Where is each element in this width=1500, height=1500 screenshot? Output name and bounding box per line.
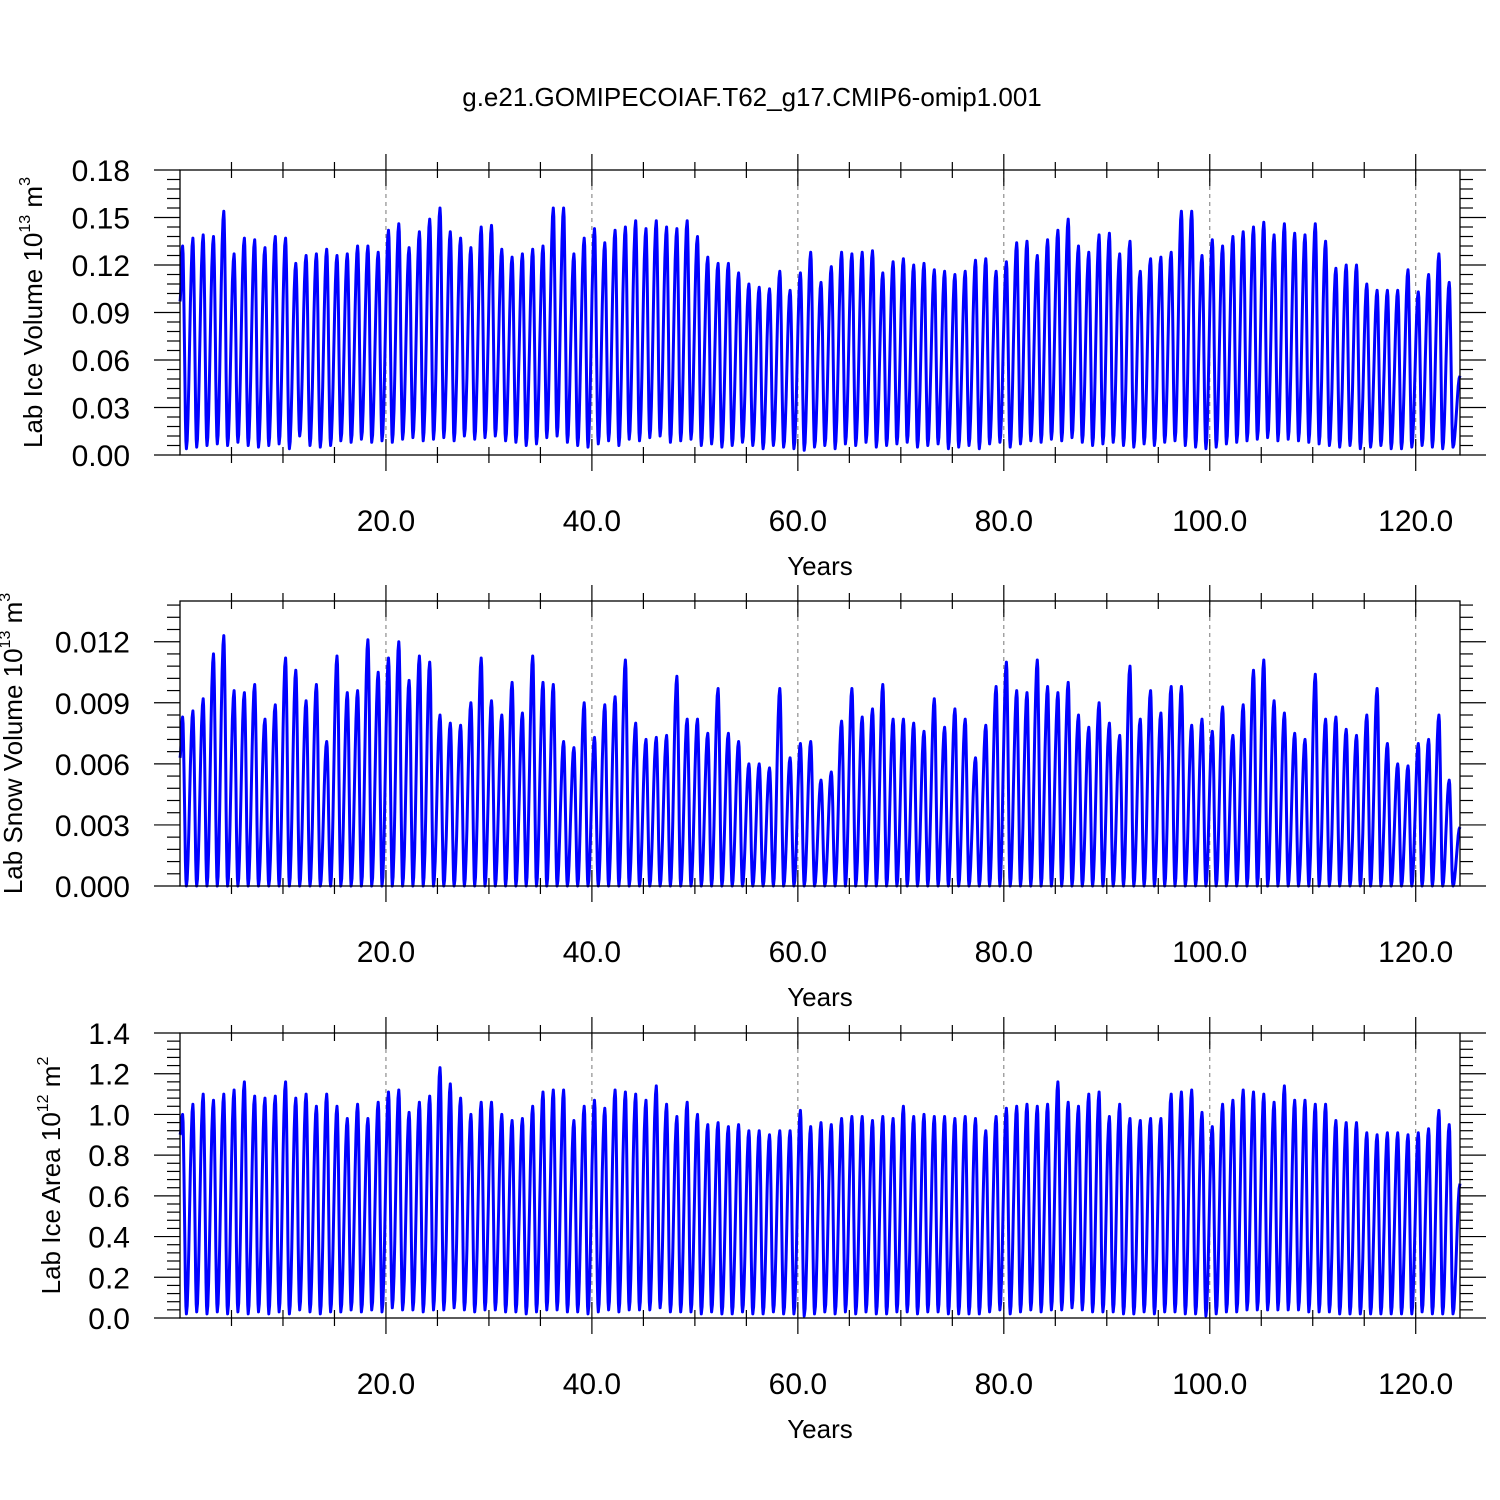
y-tick-label: 0.06	[72, 345, 130, 378]
x-tick-label: 120.0	[1378, 936, 1453, 969]
y-tick-label: 0.15	[72, 203, 130, 236]
axis-ticks	[154, 154, 1486, 471]
x-tick-label: 120.0	[1378, 1368, 1453, 1401]
y-axis-title-main: Lab Ice Volume 10	[18, 233, 48, 448]
x-tick-label: 120.0	[1378, 505, 1453, 538]
y-tick-label: 0.12	[72, 250, 130, 283]
panel-ice-volume: 0.00 0.03 0.06 0.09 0.12 0.15 0.18 20.0 40.0 60.…	[17, 154, 1486, 581]
series-layer	[178, 206, 1462, 452]
y-axis-title-unit-exponent: 3	[17, 177, 34, 186]
y-axis-title-unit: m	[0, 602, 28, 631]
x-tick-labels: 20.0 40.0 60.0 80.0 100.0 120.0	[357, 1368, 1454, 1401]
y-tick-label: 0.006	[55, 749, 130, 782]
y-axis-title-exponent: 13	[0, 631, 14, 649]
x-axis-title: Years	[787, 551, 853, 581]
x-tick-labels: 20.0 40.0 60.0 80.0 100.0 120.0	[357, 936, 1454, 969]
y-tick-label: 0.6	[88, 1181, 130, 1214]
series-layer	[178, 634, 1462, 888]
y-axis-title-exponent: 13	[17, 215, 34, 233]
y-axis-title: Lab Snow Volume 1013 m3	[0, 593, 28, 894]
y-tick-label: 0.09	[72, 298, 130, 331]
y-tick-label: 1.0	[88, 1099, 130, 1132]
axis-ticks	[154, 585, 1486, 902]
x-tick-labels: 20.0 40.0 60.0 80.0 100.0 120.0	[357, 505, 1454, 538]
x-tick-label: 100.0	[1172, 505, 1247, 538]
panel-ice-area: 0.0 0.2 0.4 0.6 0.8 1.0 1.2 1.4 20.0 40.0 60.0 80.…	[35, 1017, 1486, 1444]
y-tick-label: 0.2	[88, 1262, 130, 1295]
y-tick-label: 0.8	[88, 1140, 130, 1173]
y-tick-labels: 0.0 0.2 0.4 0.6 0.8 1.0 1.2 1.4	[88, 1018, 130, 1336]
x-tick-label: 100.0	[1172, 936, 1247, 969]
x-tick-label: 40.0	[563, 936, 621, 969]
axis-ticks	[154, 1017, 1486, 1334]
x-tick-label: 20.0	[357, 505, 415, 538]
y-tick-label: 0.009	[55, 688, 130, 721]
x-tick-label: 20.0	[357, 936, 415, 969]
ice-area-line	[178, 1066, 1462, 1318]
x-tick-label: 20.0	[357, 1368, 415, 1401]
y-tick-label: 0.03	[72, 393, 130, 426]
plot-frame	[179, 600, 1461, 887]
y-tick-label: 1.2	[88, 1059, 130, 1092]
y-tick-label: 0.0	[88, 1303, 130, 1336]
y-axis-title-unit: m	[36, 1066, 66, 1095]
x-tick-label: 40.0	[563, 505, 621, 538]
y-axis-title-unit-exponent: 2	[35, 1057, 52, 1066]
x-tick-label: 60.0	[769, 1368, 827, 1401]
y-tick-label: 0.003	[55, 810, 130, 843]
x-tick-label: 80.0	[975, 505, 1033, 538]
y-tick-label: 1.4	[88, 1018, 130, 1051]
x-axis-title: Years	[787, 1414, 853, 1444]
y-tick-label: 0.012	[55, 627, 130, 660]
x-tick-label: 40.0	[563, 1368, 621, 1401]
y-tick-label: 0.000	[55, 871, 130, 904]
x-tick-label: 100.0	[1172, 1368, 1247, 1401]
x-tick-label: 60.0	[769, 936, 827, 969]
y-axis-title-main: Lab Snow Volume 10	[0, 648, 28, 894]
figure-title: g.e21.GOMIPECOIAF.T62_g17.CMIP6-omip1.00…	[462, 82, 1042, 112]
panel-snow-volume: 0.000 0.003 0.006 0.009 0.012 20.0 40.0 60.0 80…	[0, 585, 1486, 1012]
y-tick-labels: 0.000 0.003 0.006 0.009 0.012	[55, 627, 130, 904]
y-tick-label: 0.00	[72, 440, 130, 473]
y-tick-label: 0.18	[72, 155, 130, 188]
y-tick-label: 0.4	[88, 1222, 130, 1255]
y-axis-title-unit-exponent: 3	[0, 593, 14, 602]
y-axis-title: Lab Ice Volume 1013 m3	[17, 177, 48, 448]
x-tick-label: 80.0	[975, 936, 1033, 969]
ice-volume-line	[178, 206, 1462, 452]
y-axis-title: Lab Ice Area 1012 m2	[35, 1057, 66, 1295]
series-layer	[178, 1066, 1462, 1318]
x-tick-label: 80.0	[975, 1368, 1033, 1401]
y-tick-labels: 0.00 0.03 0.06 0.09 0.12 0.15 0.18	[72, 155, 130, 473]
x-tick-label: 60.0	[769, 505, 827, 538]
y-axis-title-unit: m	[18, 186, 48, 215]
x-axis-title: Years	[787, 982, 853, 1012]
plot-frame	[179, 1032, 1461, 1319]
y-axis-title-main: Lab Ice Area 10	[36, 1112, 66, 1294]
snow-volume-line	[178, 634, 1462, 888]
y-axis-title-exponent: 12	[35, 1094, 52, 1112]
